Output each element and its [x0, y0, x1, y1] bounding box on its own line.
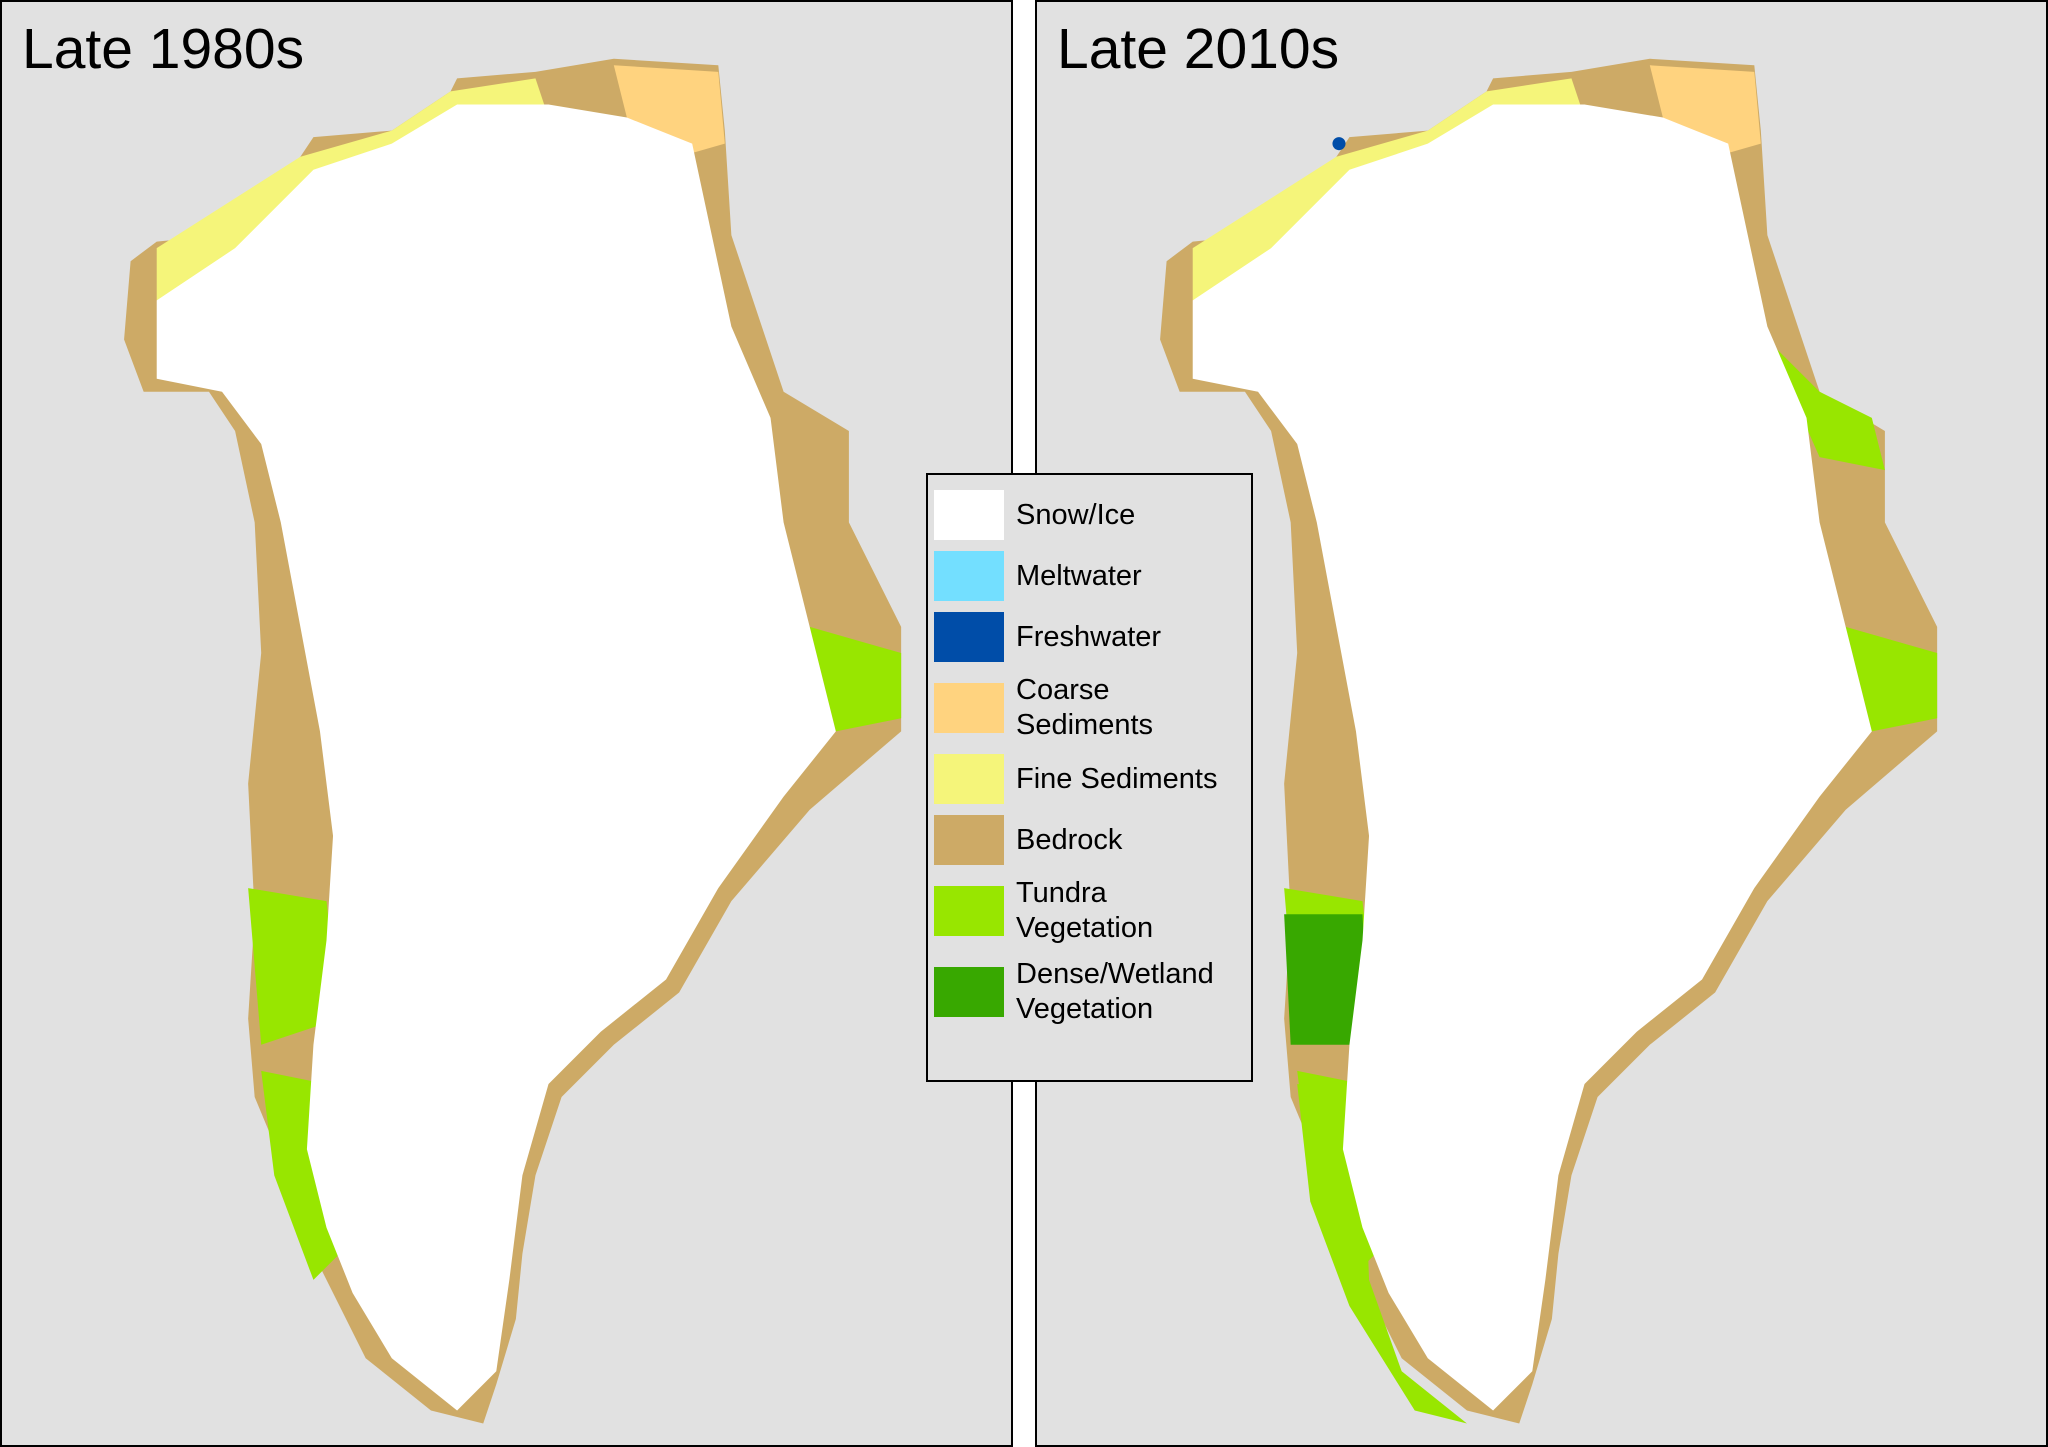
greenland-map — [1160, 58, 1938, 1424]
legend-swatch — [934, 612, 1004, 662]
legend-label: Bedrock — [1016, 823, 1123, 856]
legend-swatch — [934, 683, 1004, 733]
legend-item: Fine Sediments — [928, 754, 1251, 804]
legend-item: Meltwater — [928, 551, 1251, 601]
legend-item: Snow/Ice — [928, 490, 1251, 540]
legend-item: Coarse Sediments — [928, 673, 1251, 743]
legend-label: Fine Sediments — [1016, 762, 1218, 795]
legend-swatch — [934, 886, 1004, 936]
legend-item: Freshwater — [928, 612, 1251, 662]
legend-swatch — [934, 490, 1004, 540]
legend-label: Meltwater — [1016, 559, 1142, 592]
legend-label: Coarse Sediments — [1016, 674, 1154, 741]
panel-title: Late 2010s — [1057, 17, 1339, 81]
legend-swatch — [934, 815, 1004, 865]
legend-label: Snow/Ice — [1016, 498, 1136, 531]
legend-label: Tundra Vegetation — [1016, 877, 1154, 944]
legend-item: Tundra Vegetation — [928, 876, 1251, 946]
legend-swatch — [934, 551, 1004, 601]
legend-label: Dense/Wetland Vegetation — [1016, 958, 1214, 1025]
panel-title: Late 1980s — [22, 17, 304, 81]
legend-swatch — [934, 967, 1004, 1017]
legend-label: Freshwater — [1016, 620, 1162, 653]
legend-swatch — [934, 754, 1004, 804]
legend-item: Dense/Wetland Vegetation — [928, 957, 1251, 1027]
legend: Snow/Ice Meltwater Freshwater Coarse Sedime… — [926, 473, 1253, 1082]
legend-item: Bedrock — [928, 815, 1251, 865]
